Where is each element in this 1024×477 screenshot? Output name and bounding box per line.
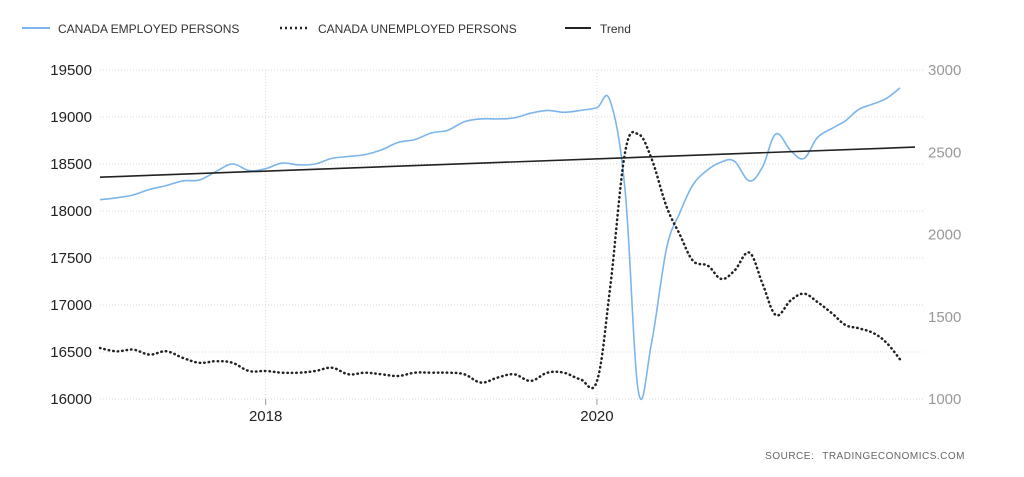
- y-left-tick-label: 16500: [50, 344, 92, 361]
- source-site: TRADINGECONOMICS.COM: [822, 451, 965, 462]
- y-left-tick-label: 19000: [50, 109, 92, 126]
- gridlines: [100, 69, 925, 400]
- y-left-tick-label: 18000: [50, 203, 92, 220]
- y-right-tick-label: 1500: [928, 309, 961, 326]
- y-axis-right: 1000 1500 2000 2500 3000: [928, 62, 961, 408]
- y-left-tick-label: 19500: [50, 62, 92, 79]
- y-right-tick-label: 3000: [928, 62, 961, 79]
- legend-item-employed[interactable]: CANADA EMPLOYED PERSONS: [22, 22, 239, 36]
- source-credit: SOURCE: TRADINGECONOMICS.COM: [765, 451, 965, 462]
- series-layer: [98, 87, 916, 401]
- series-unemployed-line: [98, 130, 902, 390]
- legend-item-trend[interactable]: Trend: [565, 22, 631, 36]
- series-employed-line: [99, 87, 901, 401]
- x-axis: 2018 2020: [249, 399, 614, 425]
- y-left-tick-label: 17000: [50, 297, 92, 314]
- y-left-tick-label: 17500: [50, 250, 92, 267]
- legend-item-unemployed[interactable]: CANADA UNEMPLOYED PERSONS: [280, 22, 517, 36]
- legend-label-trend: Trend: [600, 22, 631, 36]
- y-left-tick-label: 18500: [50, 156, 92, 173]
- y-axis-left: 16000 16500 17000 17500 18000 18500 19000 19500: [50, 62, 92, 408]
- x-tick-label: 2020: [580, 408, 613, 425]
- y-right-tick-label: 1000: [928, 391, 961, 408]
- legend: CANADA EMPLOYED PERSONS CANADA UNEMPLOYE…: [22, 22, 631, 36]
- source-label: SOURCE:: [765, 451, 814, 462]
- y-right-tick-label: 2500: [928, 144, 961, 161]
- y-right-tick-label: 2000: [928, 227, 961, 244]
- legend-label-unemployed: CANADA UNEMPLOYED PERSONS: [318, 22, 517, 36]
- y-left-tick-label: 16000: [50, 391, 92, 408]
- legend-label-employed: CANADA EMPLOYED PERSONS: [58, 22, 239, 36]
- x-tick-label: 2018: [249, 408, 282, 425]
- series-trend-line: [99, 146, 916, 178]
